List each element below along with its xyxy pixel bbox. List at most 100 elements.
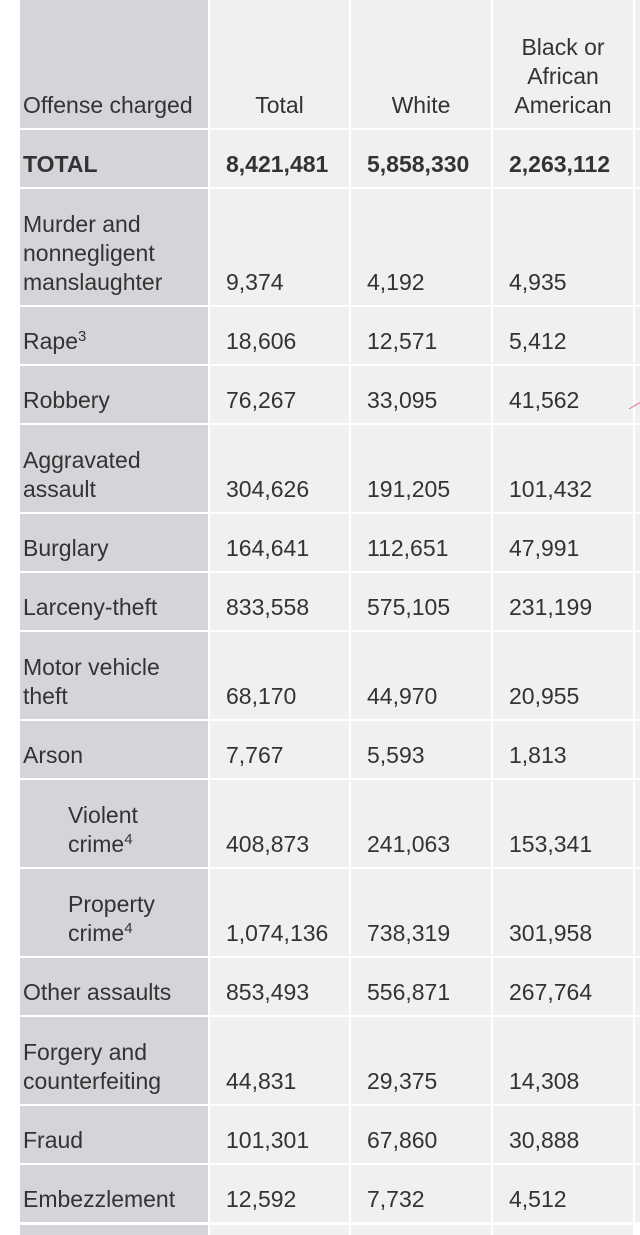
table-row: Aggravated assault 304,626 191,205 101,4… bbox=[20, 425, 640, 514]
row-offense: Murder and nonnegligent manslaughter bbox=[20, 189, 210, 307]
row-white: 241,063 bbox=[351, 780, 493, 869]
row-edge bbox=[635, 130, 640, 189]
row-total: 101,301 bbox=[210, 1106, 351, 1165]
header-black: Black or African American bbox=[493, 0, 635, 130]
row-offense: Arson bbox=[20, 721, 210, 780]
row-white: 556,871 bbox=[351, 958, 493, 1017]
table-row: Murder and nonnegligent manslaughter 9,3… bbox=[20, 189, 640, 307]
row-total: 304,626 bbox=[210, 425, 351, 514]
arrest-table-container: Offense charged Total White Black or Afr… bbox=[20, 0, 640, 1224]
row-black: 153,341 bbox=[493, 780, 635, 869]
row-edge bbox=[635, 1165, 640, 1224]
row-black: 101,432 bbox=[493, 425, 635, 514]
row-white: 12,571 bbox=[351, 307, 493, 366]
row-edge bbox=[635, 1017, 640, 1106]
row-offense: Fraud bbox=[20, 1106, 210, 1165]
row-offense: Burglary bbox=[20, 514, 210, 573]
row-offense: Embezzlement bbox=[20, 1165, 210, 1224]
row-total: 76,267 bbox=[210, 366, 351, 425]
row-white: 5,593 bbox=[351, 721, 493, 780]
row-edge bbox=[635, 573, 640, 632]
row-offense: Motor vehicle theft bbox=[20, 632, 210, 721]
arrest-table: Offense charged Total White Black or Afr… bbox=[20, 0, 640, 1224]
row-black: 20,955 bbox=[493, 632, 635, 721]
row-white: 5,858,330 bbox=[351, 130, 493, 189]
header-row: Offense charged Total White Black or Afr… bbox=[20, 0, 640, 130]
table-row: Burglary 164,641 112,651 47,991 bbox=[20, 514, 640, 573]
table-row: Embezzlement 12,592 7,732 4,512 bbox=[20, 1165, 640, 1224]
row-black: 1,813 bbox=[493, 721, 635, 780]
row-white: 33,095 bbox=[351, 366, 493, 425]
row-black: 5,412 bbox=[493, 307, 635, 366]
footnote-marker: 4 bbox=[124, 831, 133, 848]
row-offense: Rape bbox=[23, 328, 78, 354]
row-total: 1,074,136 bbox=[210, 869, 351, 958]
row-edge bbox=[635, 366, 640, 425]
row-black: 301,958 bbox=[493, 869, 635, 958]
row-edge bbox=[635, 869, 640, 958]
row-offense: Property crime bbox=[68, 891, 155, 946]
row-total: 9,374 bbox=[210, 189, 351, 307]
row-edge bbox=[635, 307, 640, 366]
row-white: 29,375 bbox=[351, 1017, 493, 1106]
row-offense: Other assaults bbox=[20, 958, 210, 1017]
row-total: 18,606 bbox=[210, 307, 351, 366]
row-black: 4,935 bbox=[493, 189, 635, 307]
row-white: 4,192 bbox=[351, 189, 493, 307]
table-row: Arson 7,767 5,593 1,813 bbox=[20, 721, 640, 780]
row-black: 231,199 bbox=[493, 573, 635, 632]
footnote-marker: 3 bbox=[77, 328, 87, 345]
row-offense-cell: Property crime4 bbox=[20, 869, 210, 958]
row-offense-cell: Violent crime4 bbox=[20, 780, 210, 869]
row-edge bbox=[635, 780, 640, 869]
table-row: Motor vehicle theft 68,170 44,970 20,955 bbox=[20, 632, 640, 721]
table-row: Other assaults 853,493 556,871 267,764 bbox=[20, 958, 640, 1017]
row-total: 68,170 bbox=[210, 632, 351, 721]
row-total: 853,493 bbox=[210, 958, 351, 1017]
row-black: 41,562 bbox=[493, 366, 635, 425]
row-offense: Robbery bbox=[20, 366, 210, 425]
row-black: 2,263,112 bbox=[493, 130, 635, 189]
row-white: 44,970 bbox=[351, 632, 493, 721]
row-total: 833,558 bbox=[210, 573, 351, 632]
row-black: 267,764 bbox=[493, 958, 635, 1017]
table-row: Forgery and counterfeiting 44,831 29,375… bbox=[20, 1017, 640, 1106]
row-edge bbox=[635, 514, 640, 573]
table-row: Rape3 18,606 12,571 5,412 bbox=[20, 307, 640, 366]
row-white: 7,732 bbox=[351, 1165, 493, 1224]
row-offense-cell: Rape3 bbox=[20, 307, 210, 366]
table-row: Robbery 76,267 33,095 41,562 bbox=[20, 366, 640, 425]
header-total: Total bbox=[210, 0, 351, 130]
row-total: 408,873 bbox=[210, 780, 351, 869]
row-total: 164,641 bbox=[210, 514, 351, 573]
row-offense: Violent crime bbox=[68, 802, 138, 857]
footnote-marker: 4 bbox=[124, 920, 133, 937]
table-row: Property crime4 1,074,136 738,319 301,95… bbox=[20, 869, 640, 958]
row-edge bbox=[635, 425, 640, 514]
next-row-peek bbox=[20, 1225, 640, 1235]
row-offense: Forgery and counterfeiting bbox=[20, 1017, 210, 1106]
row-offense: Larceny-theft bbox=[20, 573, 210, 632]
row-white: 191,205 bbox=[351, 425, 493, 514]
row-white: 738,319 bbox=[351, 869, 493, 958]
row-edge bbox=[635, 189, 640, 307]
row-total: 12,592 bbox=[210, 1165, 351, 1224]
row-white: 112,651 bbox=[351, 514, 493, 573]
row-white: 67,860 bbox=[351, 1106, 493, 1165]
row-edge bbox=[635, 1106, 640, 1165]
header-offense: Offense charged bbox=[20, 0, 210, 130]
table-row: Fraud 101,301 67,860 30,888 bbox=[20, 1106, 640, 1165]
row-offense: TOTAL bbox=[20, 130, 210, 189]
row-black: 14,308 bbox=[493, 1017, 635, 1106]
row-black: 30,888 bbox=[493, 1106, 635, 1165]
row-total: 7,767 bbox=[210, 721, 351, 780]
row-total: 44,831 bbox=[210, 1017, 351, 1106]
row-black: 4,512 bbox=[493, 1165, 635, 1224]
header-edge bbox=[635, 0, 640, 130]
row-edge bbox=[635, 632, 640, 721]
table-row: Violent crime4 408,873 241,063 153,341 bbox=[20, 780, 640, 869]
header-white: White bbox=[351, 0, 493, 130]
row-black: 47,991 bbox=[493, 514, 635, 573]
row-white: 575,105 bbox=[351, 573, 493, 632]
row-offense: Aggravated assault bbox=[20, 425, 210, 514]
